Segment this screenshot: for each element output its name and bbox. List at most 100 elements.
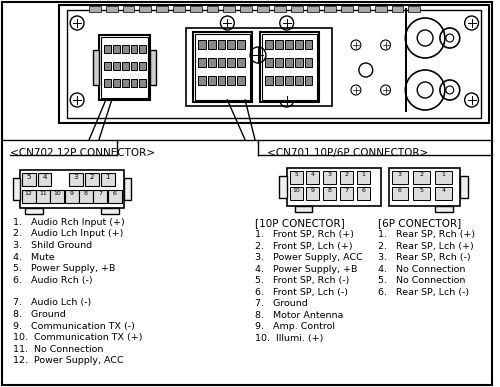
Bar: [101, 208, 118, 214]
Text: <CN702 12P CONNECTOR>: <CN702 12P CONNECTOR>: [10, 148, 155, 158]
Bar: [140, 45, 146, 53]
Text: 3.   Shild Ground: 3. Shild Ground: [13, 241, 92, 250]
Bar: [290, 171, 302, 184]
Text: 8.   Ground: 8. Ground: [13, 310, 66, 319]
Bar: [93, 50, 99, 85]
Text: 12: 12: [24, 191, 32, 196]
Text: 8.   Motor Antenna: 8. Motor Antenna: [255, 310, 344, 320]
Bar: [274, 6, 285, 12]
Text: 5.   No Connection: 5. No Connection: [378, 276, 465, 285]
Text: 9.   Communication TX (-): 9. Communication TX (-): [13, 322, 134, 330]
Text: 11: 11: [39, 191, 47, 196]
Bar: [275, 40, 283, 49]
Bar: [435, 171, 452, 184]
Text: 7.   Ground: 7. Ground: [255, 299, 308, 308]
Text: 10: 10: [54, 191, 61, 196]
Bar: [79, 190, 93, 203]
Bar: [357, 187, 370, 200]
Bar: [218, 76, 226, 85]
Bar: [414, 187, 430, 200]
Bar: [106, 6, 118, 12]
Bar: [101, 173, 114, 186]
Text: 4: 4: [42, 174, 46, 180]
Text: [6P CONECTOR]: [6P CONECTOR]: [378, 218, 461, 228]
Bar: [408, 6, 420, 12]
Text: 6.   Rear SP, Lch (-): 6. Rear SP, Lch (-): [378, 288, 469, 296]
Bar: [218, 40, 226, 49]
Bar: [150, 50, 156, 85]
Bar: [112, 45, 119, 53]
Text: 10.  Communication TX (+): 10. Communication TX (+): [13, 333, 142, 342]
Text: [10P CONECTOR]: [10P CONECTOR]: [255, 218, 345, 228]
Text: 4: 4: [311, 172, 315, 177]
Bar: [238, 40, 245, 49]
Text: 5: 5: [26, 174, 31, 180]
Bar: [260, 32, 320, 102]
Bar: [208, 76, 216, 85]
Text: 5: 5: [294, 172, 298, 177]
Bar: [130, 45, 138, 53]
Bar: [140, 6, 151, 12]
Bar: [238, 58, 245, 67]
Text: 1: 1: [442, 172, 446, 177]
Bar: [104, 79, 110, 87]
Bar: [101, 37, 148, 98]
Text: 5: 5: [420, 188, 424, 193]
Text: 3: 3: [398, 172, 402, 177]
Bar: [238, 76, 245, 85]
Text: 4.   No Connection: 4. No Connection: [378, 264, 465, 274]
Bar: [265, 76, 273, 85]
Text: 2.   Rear SP, Lch (+): 2. Rear SP, Lch (+): [378, 241, 474, 250]
Bar: [22, 173, 36, 186]
Bar: [124, 178, 130, 200]
Text: 1.   Front SP, Rch (+): 1. Front SP, Rch (+): [255, 230, 354, 239]
Text: 2: 2: [344, 172, 348, 177]
Text: 10.  Illumi. (+): 10. Illumi. (+): [255, 334, 324, 342]
Bar: [304, 40, 312, 49]
Text: 6: 6: [398, 188, 402, 193]
Bar: [69, 173, 83, 186]
Bar: [257, 6, 269, 12]
Bar: [85, 173, 99, 186]
Bar: [294, 206, 312, 212]
Bar: [304, 58, 312, 67]
Text: 2: 2: [90, 174, 94, 180]
Bar: [195, 34, 250, 100]
Bar: [89, 6, 101, 12]
Bar: [104, 45, 110, 53]
Text: 7: 7: [98, 191, 102, 196]
Text: 2: 2: [420, 172, 424, 177]
Text: 2.   Audio Lch Input (+): 2. Audio Lch Input (+): [13, 229, 123, 238]
Bar: [224, 6, 235, 12]
Bar: [65, 190, 78, 203]
Bar: [198, 40, 205, 49]
Text: 3.   Power Supply, ACC: 3. Power Supply, ACC: [255, 253, 363, 262]
Bar: [60, 5, 490, 123]
Bar: [358, 6, 370, 12]
Bar: [265, 58, 273, 67]
Bar: [228, 76, 235, 85]
Bar: [20, 170, 124, 208]
Bar: [156, 6, 168, 12]
Bar: [193, 32, 252, 102]
Bar: [324, 187, 336, 200]
Bar: [208, 40, 216, 49]
Bar: [122, 6, 134, 12]
Bar: [50, 190, 64, 203]
Text: 9: 9: [70, 191, 73, 196]
Bar: [308, 6, 320, 12]
Text: 1: 1: [362, 172, 366, 177]
Bar: [265, 40, 273, 49]
Bar: [36, 190, 50, 203]
Bar: [186, 28, 332, 106]
Bar: [460, 176, 468, 198]
Text: 5.   Front SP, Rch (-): 5. Front SP, Rch (-): [255, 276, 350, 285]
Bar: [414, 171, 430, 184]
Bar: [13, 178, 20, 200]
Bar: [218, 58, 226, 67]
Bar: [435, 187, 452, 200]
Bar: [262, 34, 318, 100]
Text: 1.   Rear SP, Rch (+): 1. Rear SP, Rch (+): [378, 230, 475, 239]
Text: 11.  No Connection: 11. No Connection: [13, 344, 103, 353]
Bar: [38, 173, 52, 186]
